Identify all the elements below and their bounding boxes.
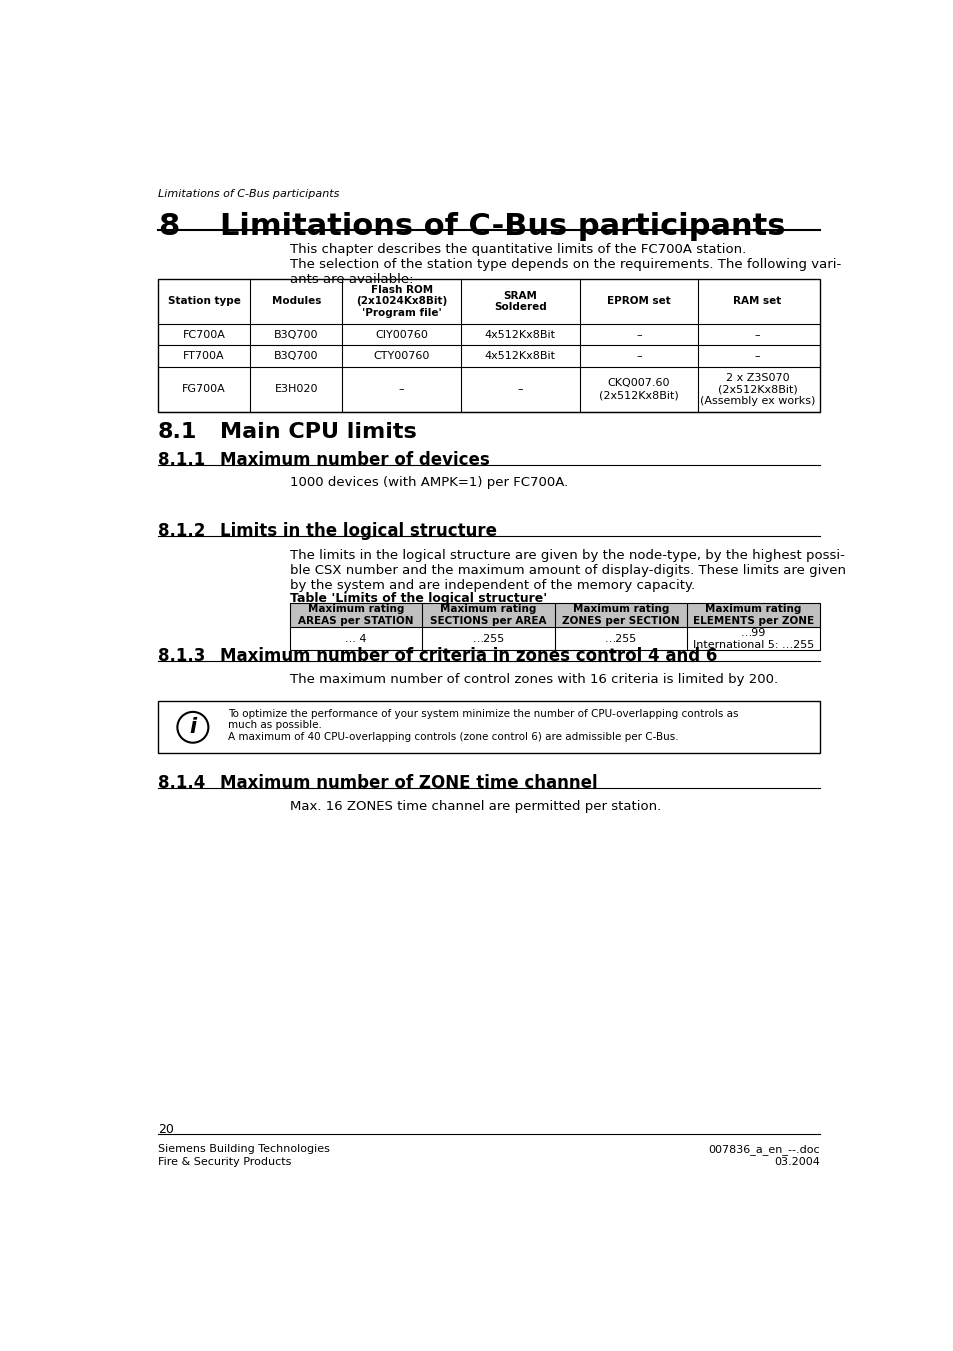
- Text: –: –: [754, 351, 760, 361]
- Text: …99
International 5: …255: …99 International 5: …255: [692, 628, 813, 650]
- Text: 007836_a_en_--.doc: 007836_a_en_--.doc: [707, 1144, 819, 1155]
- Bar: [290, 603, 819, 627]
- Text: CTY00760: CTY00760: [374, 351, 430, 361]
- Text: The limits in the logical structure are given by the node-type, by the highest p: The limits in the logical structure are …: [290, 549, 845, 592]
- Text: Maximum number of devices: Maximum number of devices: [220, 451, 489, 469]
- Text: 03.2004: 03.2004: [773, 1156, 819, 1167]
- Text: Limits in the logical structure: Limits in the logical structure: [220, 523, 497, 540]
- Text: 20: 20: [158, 1123, 173, 1136]
- Text: –: –: [398, 384, 404, 394]
- Text: Maximum rating
ELEMENTS per ZONE: Maximum rating ELEMENTS per ZONE: [692, 604, 813, 626]
- Text: Max. 16 ZONES time channel are permitted per station.: Max. 16 ZONES time channel are permitted…: [290, 800, 660, 813]
- Text: To optimize the performance of your system minimize the number of CPU-overlappin: To optimize the performance of your syst…: [228, 709, 738, 742]
- Text: –: –: [754, 330, 760, 339]
- Text: 4x512Kx8Bit: 4x512Kx8Bit: [484, 330, 556, 339]
- Bar: [158, 701, 819, 754]
- Text: Main CPU limits: Main CPU limits: [220, 423, 416, 442]
- Text: B3Q700: B3Q700: [274, 330, 318, 339]
- Text: Maximum rating
SECTIONS per AREA: Maximum rating SECTIONS per AREA: [430, 604, 546, 626]
- Text: Station type: Station type: [168, 296, 240, 307]
- Text: Maximum number of criteria in zones control 4 and 6: Maximum number of criteria in zones cont…: [220, 647, 717, 665]
- Text: Fire & Security Products: Fire & Security Products: [158, 1156, 291, 1167]
- Text: FT700A: FT700A: [183, 351, 225, 361]
- Text: RAM set: RAM set: [733, 296, 781, 307]
- Text: CIY00760: CIY00760: [375, 330, 428, 339]
- Text: –: –: [636, 351, 641, 361]
- Text: …255: …255: [604, 634, 637, 643]
- Text: Limitations of C-Bus participants: Limitations of C-Bus participants: [220, 212, 784, 242]
- Text: Modules: Modules: [272, 296, 321, 307]
- Text: 8.1.2: 8.1.2: [158, 523, 205, 540]
- Text: CKQ007.60
(2x512Kx8Bit): CKQ007.60 (2x512Kx8Bit): [598, 378, 678, 400]
- Text: i: i: [189, 717, 196, 738]
- Text: E3H020: E3H020: [274, 384, 317, 394]
- Text: This chapter describes the quantitative limits of the FC700A station.
The select: This chapter describes the quantitative …: [290, 243, 841, 286]
- Text: SRAM
Soldered: SRAM Soldered: [494, 290, 546, 312]
- Text: 8.1: 8.1: [158, 423, 197, 442]
- Text: 8: 8: [158, 212, 179, 242]
- Text: FC700A: FC700A: [182, 330, 225, 339]
- Text: EPROM set: EPROM set: [606, 296, 670, 307]
- Text: 1000 devices (with AMPK=1) per FC700A.: 1000 devices (with AMPK=1) per FC700A.: [290, 477, 567, 489]
- Text: …255: …255: [472, 634, 504, 643]
- Text: Maximum rating
ZONES per SECTION: Maximum rating ZONES per SECTION: [561, 604, 679, 626]
- Text: –: –: [517, 384, 522, 394]
- Text: The maximum number of control zones with 16 criteria is limited by 200.: The maximum number of control zones with…: [290, 673, 777, 685]
- Text: Flash ROM
(2x1024Kx8Bit)
'Program file': Flash ROM (2x1024Kx8Bit) 'Program file': [355, 285, 447, 317]
- Text: ... 4: ... 4: [345, 634, 366, 643]
- Text: Table 'Limits of the logical structure': Table 'Limits of the logical structure': [290, 592, 546, 605]
- Text: Maximum rating
AREAS per STATION: Maximum rating AREAS per STATION: [298, 604, 414, 626]
- Text: FG700A: FG700A: [182, 384, 226, 394]
- Text: –: –: [636, 330, 641, 339]
- Text: Siemens Building Technologies: Siemens Building Technologies: [158, 1144, 330, 1154]
- Bar: [290, 603, 819, 650]
- Text: 8.1.3: 8.1.3: [158, 647, 205, 665]
- Text: Limitations of C-Bus participants: Limitations of C-Bus participants: [158, 189, 339, 199]
- Bar: [158, 280, 819, 412]
- Text: Maximum number of ZONE time channel: Maximum number of ZONE time channel: [220, 774, 597, 792]
- Text: 8.1.4: 8.1.4: [158, 774, 205, 792]
- Text: 8.1.1: 8.1.1: [158, 451, 205, 469]
- Text: B3Q700: B3Q700: [274, 351, 318, 361]
- Text: 2 x Z3S070
(2x512Kx8Bit)
(Assembly ex works): 2 x Z3S070 (2x512Kx8Bit) (Assembly ex wo…: [700, 373, 814, 405]
- Text: 4x512Kx8Bit: 4x512Kx8Bit: [484, 351, 556, 361]
